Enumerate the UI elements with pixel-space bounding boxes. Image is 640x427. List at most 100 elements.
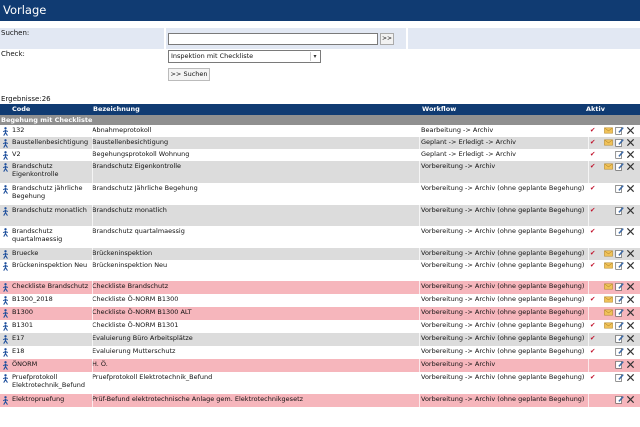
cell-bezeichnung[interactable]: Begehungsprotokoll Wohnung: [92, 150, 190, 158]
delete-icon[interactable]: [626, 184, 635, 193]
cell-code[interactable]: V2: [12, 150, 21, 158]
column-header-bezeichnung[interactable]: Bezeichnung: [93, 105, 140, 113]
cell-code[interactable]: Bruecke: [12, 249, 39, 257]
cell-code[interactable]: Brandschutz monatlich: [12, 206, 87, 214]
table-row[interactable]: E17 Evaluierung Büro Arbeitsplätze Vorbere…: [0, 333, 640, 346]
cell-bezeichnung[interactable]: Brandschutz quartalmaessig: [92, 227, 185, 235]
table-row[interactable]: B1300_2018 Checkliste Ö-NORM B1300 Vorbere…: [0, 294, 640, 307]
mail-icon[interactable]: [604, 139, 613, 146]
edit-icon[interactable]: [615, 282, 624, 291]
edit-icon[interactable]: [615, 249, 624, 258]
edit-icon[interactable]: [615, 138, 624, 147]
delete-icon[interactable]: [626, 150, 635, 159]
cell-code[interactable]: Baustellenbesichtigung: [12, 138, 89, 146]
mail-icon[interactable]: [604, 127, 613, 134]
cell-code[interactable]: Pruefprotokoll Elektrotechnik_Befund: [12, 373, 86, 389]
mail-icon[interactable]: [604, 309, 613, 316]
cell-code[interactable]: B1301: [12, 321, 34, 329]
mail-icon[interactable]: [604, 322, 613, 329]
delete-icon[interactable]: [626, 249, 635, 258]
check-select[interactable]: Inspektion mit Checkliste ▾: [168, 50, 321, 63]
delete-icon[interactable]: [626, 334, 635, 343]
table-row[interactable]: B1301 Checkliste Ö-NORM B1301 Vorbereitung…: [0, 320, 640, 333]
table-row[interactable]: 132 Abnahmeprotokoll Bearbeitung -> Archiv…: [0, 125, 640, 137]
delete-icon[interactable]: [626, 295, 635, 304]
edit-icon[interactable]: [615, 184, 624, 193]
mail-icon[interactable]: [604, 250, 613, 257]
delete-icon[interactable]: [626, 162, 635, 171]
delete-icon[interactable]: [626, 308, 635, 317]
table-row[interactable]: Brandschutz jährliche Begehung Brandschut…: [0, 183, 640, 205]
mail-icon[interactable]: [604, 163, 613, 170]
table-row[interactable]: Brandschutz monatlich Brandschutz monatli…: [0, 205, 640, 226]
column-header-aktiv[interactable]: Aktiv: [586, 105, 605, 113]
edit-icon[interactable]: [615, 206, 624, 215]
delete-icon[interactable]: [626, 321, 635, 330]
table-row[interactable]: ÖNORM H. Ö. Vorbereitung -> Archiv: [0, 359, 640, 372]
table-row[interactable]: V2 Begehungsprotokoll Wohnung Geplant -> E…: [0, 149, 640, 161]
cell-code[interactable]: Checkliste Brandschutz: [12, 282, 89, 290]
cell-code[interactable]: Brückeninspektion Neu: [12, 261, 88, 269]
delete-icon[interactable]: [626, 282, 635, 291]
edit-icon[interactable]: [615, 360, 624, 369]
cell-bezeichnung[interactable]: Prüf-Befund elektrotechnische Anlage gem…: [92, 395, 304, 403]
table-row[interactable]: Pruefprotokoll Elektrotechnik_Befund Prue…: [0, 372, 640, 394]
cell-bezeichnung[interactable]: Evaluierung Mutterschutz: [92, 347, 176, 355]
column-header-code[interactable]: Code: [12, 105, 31, 113]
delete-icon[interactable]: [626, 206, 635, 215]
cell-bezeichnung[interactable]: Baustellenbesichtigung: [92, 138, 169, 146]
delete-icon[interactable]: [626, 138, 635, 147]
edit-icon[interactable]: [615, 126, 624, 135]
table-row[interactable]: B1300 Checkliste Ö-NORM B1300 ALT Vorberei…: [0, 307, 640, 320]
cell-code[interactable]: Elektropruefung: [12, 395, 65, 403]
delete-icon[interactable]: [626, 373, 635, 382]
edit-icon[interactable]: [615, 395, 624, 404]
cell-code[interactable]: B1300_2018: [12, 295, 53, 303]
table-row[interactable]: Checkliste Brandschutz Checkliste Brandsc…: [0, 281, 640, 294]
mail-icon[interactable]: [604, 262, 613, 269]
cell-bezeichnung[interactable]: Brückeninspektion: [92, 249, 153, 257]
cell-code[interactable]: Brandschutz jährliche Begehung: [12, 184, 83, 200]
cell-code[interactable]: Brandschutz quartalmaessig: [12, 227, 63, 243]
cell-bezeichnung[interactable]: Evaluierung Büro Arbeitsplätze: [92, 334, 193, 342]
delete-icon[interactable]: [626, 261, 635, 270]
delete-icon[interactable]: [626, 126, 635, 135]
cell-bezeichnung[interactable]: Abnahmeprotokoll: [92, 126, 152, 134]
mail-icon[interactable]: [604, 296, 613, 303]
cell-bezeichnung[interactable]: Checkliste Ö-NORM B1300: [92, 295, 179, 303]
cell-bezeichnung[interactable]: Pruefprotokoll Elektrotechnik_Befund: [92, 373, 213, 381]
search-go-button[interactable]: >>: [380, 33, 394, 45]
table-row[interactable]: Bruecke Brückeninspektion Vorbereitung -> …: [0, 248, 640, 260]
table-row[interactable]: Brückeninspektion Neu Brückeninspektion N…: [0, 260, 640, 281]
cell-bezeichnung[interactable]: H. Ö.: [92, 360, 108, 368]
search-submit-button[interactable]: >> Suchen: [168, 68, 210, 81]
table-row[interactable]: E18 Evaluierung Mutterschutz Vorbereitung …: [0, 346, 640, 359]
edit-icon[interactable]: [615, 373, 624, 382]
cell-bezeichnung[interactable]: Brückeninspektion Neu: [92, 261, 168, 269]
table-row[interactable]: Brandschutz Eigenkontrolle Brandschutz Ei…: [0, 161, 640, 183]
cell-bezeichnung[interactable]: Brandschutz Eigenkontrolle: [92, 162, 182, 170]
edit-icon[interactable]: [615, 334, 624, 343]
cell-bezeichnung[interactable]: Checkliste Brandschutz: [92, 282, 169, 290]
delete-icon[interactable]: [626, 395, 635, 404]
cell-code[interactable]: E18: [12, 347, 25, 355]
cell-bezeichnung[interactable]: Checkliste Ö-NORM B1301: [92, 321, 179, 329]
table-row[interactable]: Elektropruefung Prüf-Befund elektrotechni…: [0, 394, 640, 407]
mail-icon[interactable]: [604, 283, 613, 290]
cell-code[interactable]: ÖNORM: [12, 360, 38, 368]
edit-icon[interactable]: [615, 150, 624, 159]
delete-icon[interactable]: [626, 347, 635, 356]
edit-icon[interactable]: [615, 261, 624, 270]
edit-icon[interactable]: [615, 308, 624, 317]
cell-code[interactable]: B1300: [12, 308, 34, 316]
edit-icon[interactable]: [615, 162, 624, 171]
cell-bezeichnung[interactable]: Brandschutz monatlich: [92, 206, 167, 214]
edit-icon[interactable]: [615, 295, 624, 304]
delete-icon[interactable]: [626, 227, 635, 236]
edit-icon[interactable]: [615, 227, 624, 236]
column-header-workflow[interactable]: Workflow: [422, 105, 457, 113]
edit-icon[interactable]: [615, 321, 624, 330]
table-row[interactable]: Baustellenbesichtigung Baustellenbesichti…: [0, 137, 640, 149]
table-row[interactable]: Brandschutz quartalmaessig Brandschutz qu…: [0, 226, 640, 248]
cell-bezeichnung[interactable]: Checkliste Ö-NORM B1300 ALT: [92, 308, 192, 316]
